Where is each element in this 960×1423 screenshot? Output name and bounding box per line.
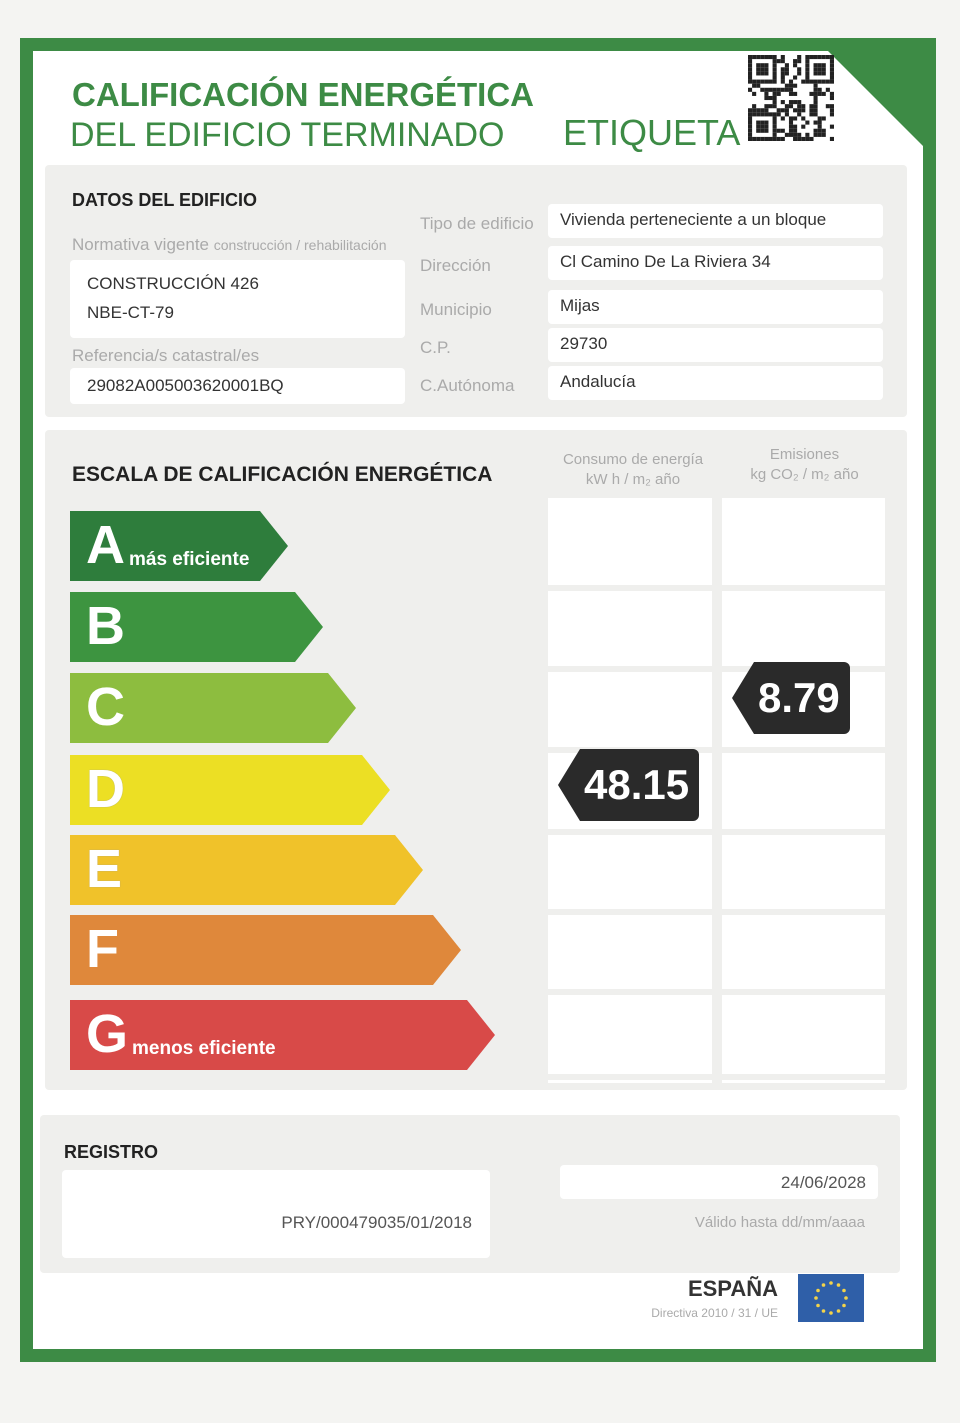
rating-bar-arrow [295,592,323,662]
rating-sublabel: más eficiente [129,549,250,570]
field-value-box: Vivienda perteneciente a un bloque [548,204,883,238]
rating-letter: E [86,839,123,899]
field-value-box: Mijas [548,290,883,324]
field-label: C.P. [420,338,451,357]
qr-code-icon [748,55,834,141]
row-divider [722,585,886,591]
rating-bar-e: E [70,835,423,905]
row-divider [548,1074,712,1080]
valid-date: 24/06/2028 [780,1173,866,1192]
row-divider [548,585,712,591]
catastral-field: 29082A005003620001BQ [70,368,405,404]
building-heading: DATOS DEL EDIFICIO [72,190,258,210]
scale-heading: ESCALA DE CALIFICACIÓN ENERGÉTICA [72,463,493,486]
title-line2: DEL EDIFICIO TERMINADO [70,116,505,154]
rating-bar-body: F [70,915,433,985]
rating-bar-g: G menos eficiente [70,1000,495,1070]
field-value-box: Andalucía [548,366,883,400]
consumo-indicator-arrow [558,749,580,821]
field-value: 29730 [560,334,608,353]
normativa-field: CONSTRUCCIÓN 426 NBE-CT-79 [70,260,405,338]
consumo-header: Consumo de energía kW h / m₂ año [548,450,718,490]
emisiones-indicator-arrow [732,662,754,734]
rating-bar-body: E [70,835,395,905]
field-value: Andalucía [560,372,636,391]
emisiones-header-line2: kg CO₂ / m₂ año [750,466,859,483]
row-divider [722,829,886,835]
consumo-header-line1: Consumo de energía [562,451,704,468]
corner-decoration [828,51,923,146]
field-value: Mijas [560,296,600,315]
country: ESPAÑA [687,1276,778,1301]
row-divider [722,747,886,753]
field-value-box: Cl Camino De La Riviera 34 [548,246,883,280]
label-title: ETIQUETA [563,112,741,153]
row-divider [548,666,712,672]
row-divider [722,989,886,995]
rating-letter: C [86,677,125,737]
registro-number: PRY/000479035/01/2018 [281,1213,472,1232]
field-label: Dirección [420,256,491,275]
emisiones-indicator: 8.79 [732,662,850,734]
rating-bar-body: G menos eficiente [70,1000,467,1070]
field-value: Vivienda perteneciente a un bloque [560,210,827,229]
registro-number-field: PRY/000479035/01/2018 [62,1170,490,1258]
normativa-label-text: Normativa vigente [72,235,210,254]
rating-letter: D [86,759,125,819]
field-label: C.Autónoma [420,376,515,395]
rating-letter: G [86,1004,129,1064]
rating-bar-body: C [70,673,328,743]
directive: Directiva 2010 / 31 / UE [651,1306,778,1320]
emisiones-header-line1: Emisiones [769,446,840,463]
rating-bar-arrow [260,511,288,581]
valid-label: Válido hasta dd/mm/aaaa [694,1214,865,1231]
row-divider [548,909,712,915]
rating-bar-body: D [70,755,362,825]
catastral-label: Referencia/s catastral/es [72,346,260,365]
rating-bar-b: B [70,592,323,662]
normativa-label: Normativa vigente construcción / rehabil… [72,235,387,255]
row-divider [548,829,712,835]
consumo-value: 48.15 [580,749,700,821]
catastral-value: 29082A005003620001BQ [87,376,284,395]
rating-bar-body: B [70,592,295,662]
rating-bar-arrow [433,915,461,985]
rating-bar-arrow [328,673,356,743]
rating-bar-body: A más eficiente [70,511,260,581]
row-divider [548,989,712,995]
emisiones-column [722,498,885,1083]
emisiones-header: Emisiones kg CO₂ / m₂ año [722,445,887,485]
field-label: Tipo de edificio [420,214,534,233]
eu-stars-icon [814,1281,848,1315]
consumo-header-line2: kW h / m₂ año [585,471,681,488]
row-divider [722,1074,886,1080]
title-line1: CALIFICACIÓN ENERGÉTICA [72,76,534,113]
rating-bar-arrow [362,755,390,825]
eu-flag-icon [798,1274,864,1322]
rating-bar-arrow [395,835,423,905]
field-value: Cl Camino De La Riviera 34 [560,252,771,271]
row-divider [722,909,886,915]
normativa-sublabel: construcción / rehabilitación [213,237,387,253]
emisiones-value: 8.79 [754,662,850,734]
rating-bar-arrow [467,1000,495,1070]
rating-bar-f: F [70,915,461,985]
rating-bar-d: D [70,755,390,825]
valid-date-field: 24/06/2028 [560,1165,878,1199]
rating-letter: F [86,919,119,979]
rating-letter: A [86,515,125,575]
field-label: Municipio [420,300,492,319]
rating-bar-c: C [70,673,356,743]
normativa-value-1: CONSTRUCCIÓN 426 [87,274,259,293]
rating-bar-a: A más eficiente [70,511,288,581]
consumo-indicator: 48.15 [558,749,700,821]
normativa-value-2: NBE-CT-79 [87,303,174,322]
registro-heading: REGISTRO [64,1142,159,1162]
field-value-box: 29730 [548,328,883,362]
rating-letter: B [86,596,125,656]
rating-sublabel: menos eficiente [132,1038,276,1059]
